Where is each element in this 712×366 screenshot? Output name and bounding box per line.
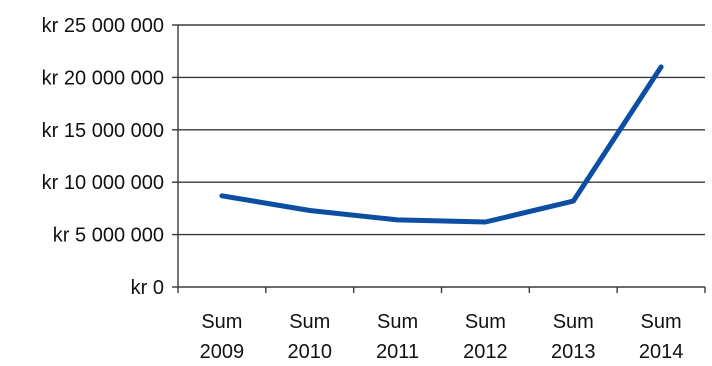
y-tick-label: kr 10 000 000 xyxy=(42,172,164,194)
y-tick-label: kr 20 000 000 xyxy=(42,67,164,89)
x-tick-label: Sum xyxy=(465,311,506,333)
x-tick-label: 2009 xyxy=(200,341,245,361)
x-tick-label: 2014 xyxy=(639,341,684,361)
series-layer xyxy=(222,67,661,222)
x-tick-label: Sum xyxy=(201,311,242,333)
y-tick-label: kr 15 000 000 xyxy=(42,120,164,142)
label-layer: kr 0 kr 5 000 000 kr 10 000 000 kr 15 000 0… xyxy=(42,15,684,361)
x-tick-label: Sum xyxy=(289,311,330,333)
x-tick-label: Sum xyxy=(553,311,594,333)
series-line xyxy=(222,67,661,222)
x-tick-label: 2010 xyxy=(288,341,333,361)
x-tick-label: 2012 xyxy=(463,341,508,361)
x-tick-label: 2013 xyxy=(551,341,596,361)
y-tick-label: kr 25 000 000 xyxy=(42,15,164,37)
y-tick-label: kr 0 xyxy=(131,277,164,299)
x-tick-label: 2011 xyxy=(376,341,419,361)
x-tick-label: Sum xyxy=(377,311,418,333)
axis-layer xyxy=(172,25,705,293)
y-tick-label: kr 5 000 000 xyxy=(53,225,164,247)
x-tick-label: Sum xyxy=(641,311,682,333)
